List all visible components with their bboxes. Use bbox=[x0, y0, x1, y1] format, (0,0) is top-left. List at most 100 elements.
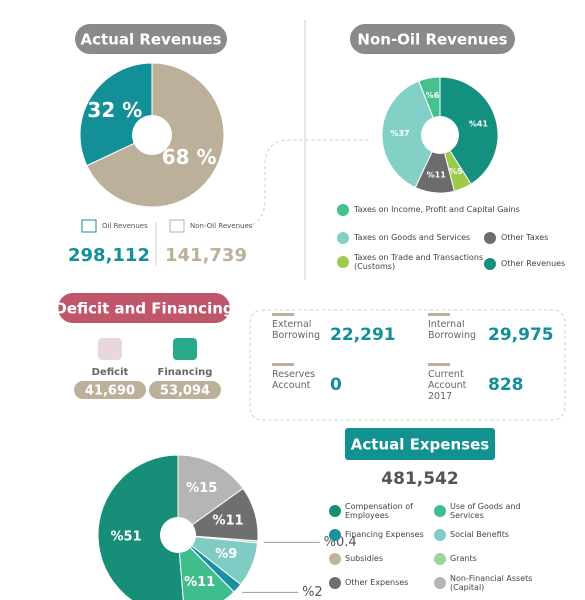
legend-label: Other Expenses bbox=[345, 578, 409, 588]
chart-title: Actual Expenses bbox=[351, 436, 489, 454]
value-label: %11 bbox=[184, 575, 215, 590]
value-label: %15 bbox=[186, 481, 217, 496]
title-pill bbox=[58, 293, 230, 323]
legend-marker bbox=[484, 258, 496, 270]
legend-label: Compensation of Employees bbox=[345, 501, 413, 520]
legend-marker bbox=[329, 505, 341, 517]
account-label: Reserves Account bbox=[272, 370, 316, 391]
legend-label: Other Revenues bbox=[501, 259, 566, 269]
legend-marker bbox=[337, 232, 349, 244]
revenue-amount: 141,739 bbox=[165, 245, 247, 266]
dash bbox=[272, 313, 294, 316]
accounts-box bbox=[249, 309, 566, 421]
legend-marker bbox=[337, 204, 349, 216]
value-label: %5 bbox=[449, 167, 463, 176]
legend-item: Financing Expenses bbox=[345, 530, 424, 540]
chart-title: Deficit and Financing bbox=[54, 300, 233, 318]
title-pill bbox=[345, 428, 495, 460]
legend-label: Social Benefits bbox=[450, 530, 510, 540]
legend-item: Other Revenues bbox=[501, 259, 566, 269]
value-label: %37 bbox=[390, 129, 409, 138]
value-label: %2 bbox=[302, 585, 323, 600]
donut-hole bbox=[132, 115, 172, 155]
legend-marker bbox=[329, 577, 341, 589]
account-value: 828 bbox=[488, 375, 524, 395]
account-label: Current Account 2017 bbox=[428, 370, 467, 402]
item-value: 53,094 bbox=[160, 384, 210, 399]
donut-hole bbox=[160, 517, 196, 553]
account-value: 0 bbox=[330, 375, 342, 395]
icon bbox=[98, 338, 122, 360]
legend-label: Taxes on Income, Profit and Capital Gain… bbox=[354, 205, 520, 215]
value-label: %11 bbox=[427, 170, 447, 179]
dash bbox=[428, 363, 450, 366]
account-label: Internal Borrowing bbox=[428, 320, 477, 341]
legend-item: Taxes on Goods and Services bbox=[354, 233, 471, 243]
value-label: 32 % bbox=[87, 98, 142, 122]
legend-marker bbox=[337, 256, 349, 268]
legend-item: Compensation of Employees bbox=[345, 501, 413, 520]
legend-marker bbox=[434, 577, 446, 589]
account-label: Reserves Account bbox=[272, 370, 316, 391]
item-value: 41,690 bbox=[85, 384, 135, 399]
legend-item: Taxes on Trade and Transactions (Customs… bbox=[354, 252, 484, 271]
legend-item: Use of Goods and Services bbox=[450, 501, 521, 520]
pie-slice bbox=[439, 76, 499, 185]
value-label: %41 bbox=[469, 119, 489, 128]
account-label: External Borrowing bbox=[272, 320, 321, 341]
connector bbox=[234, 139, 370, 229]
icon bbox=[173, 338, 197, 360]
legend-item: Social Benefits bbox=[450, 530, 510, 540]
value-label: %9 bbox=[215, 547, 237, 562]
pie-slice bbox=[381, 80, 441, 189]
value-label: %11 bbox=[212, 513, 243, 528]
revenue-label: Oil Revenues bbox=[102, 222, 148, 230]
legend-label: Non-Financial Assets (Capital) bbox=[450, 573, 533, 592]
account-label: Internal Borrowing bbox=[428, 320, 477, 341]
dash bbox=[428, 313, 450, 316]
legend-label: Taxes on Goods and Services bbox=[354, 233, 471, 243]
account-label: Current Account 2017 bbox=[428, 370, 467, 402]
revenue-amount: 298,112 bbox=[68, 245, 150, 266]
item-label: Deficit bbox=[92, 367, 129, 378]
legend-label: Taxes on Trade and Transactions (Customs… bbox=[354, 252, 484, 271]
chart-title: Non-Oil Revenues bbox=[357, 31, 507, 49]
legend-marker bbox=[329, 529, 341, 541]
chart-title: Actual Revenues bbox=[81, 31, 222, 49]
value-label: 68 % bbox=[162, 145, 217, 169]
account-value: 29,975 bbox=[488, 325, 554, 345]
legend-label: Subsidies bbox=[345, 554, 384, 564]
pie-slice bbox=[97, 454, 184, 600]
legend-marker bbox=[434, 553, 446, 565]
item-label: Financing bbox=[158, 367, 213, 378]
value-label: %51 bbox=[110, 530, 141, 545]
donut-hole bbox=[421, 116, 459, 154]
legend-marker bbox=[329, 553, 341, 565]
legend-marker bbox=[484, 232, 496, 244]
chart-subtitle: 481,542 bbox=[381, 469, 458, 489]
value-pill bbox=[74, 381, 146, 399]
legend-item: Other Taxes bbox=[501, 233, 549, 243]
legend-label: Grants bbox=[450, 554, 477, 564]
title-pill bbox=[75, 24, 227, 54]
legend-item: Other Expenses bbox=[345, 578, 409, 588]
value-pill bbox=[149, 381, 221, 399]
legend-item: Grants bbox=[450, 554, 477, 564]
value-label: %6 bbox=[426, 91, 440, 100]
dash bbox=[272, 363, 294, 366]
revenue-icon bbox=[81, 219, 97, 233]
legend-item: Non-Financial Assets (Capital) bbox=[450, 573, 533, 592]
legend-marker bbox=[434, 529, 446, 541]
revenue-icon bbox=[169, 219, 185, 233]
title-pill bbox=[350, 24, 515, 54]
pie-slice bbox=[177, 454, 244, 536]
legend-marker bbox=[434, 505, 446, 517]
legend-item: Taxes on Income, Profit and Capital Gain… bbox=[354, 205, 520, 215]
account-value: 22,291 bbox=[330, 325, 396, 345]
legend-label: Other Taxes bbox=[501, 233, 549, 243]
legend-label: Use of Goods and Services bbox=[450, 501, 521, 520]
legend-item: Subsidies bbox=[345, 554, 384, 564]
legend-label: Financing Expenses bbox=[345, 530, 424, 540]
revenue-label: Non-Oil Revenues bbox=[190, 222, 253, 230]
